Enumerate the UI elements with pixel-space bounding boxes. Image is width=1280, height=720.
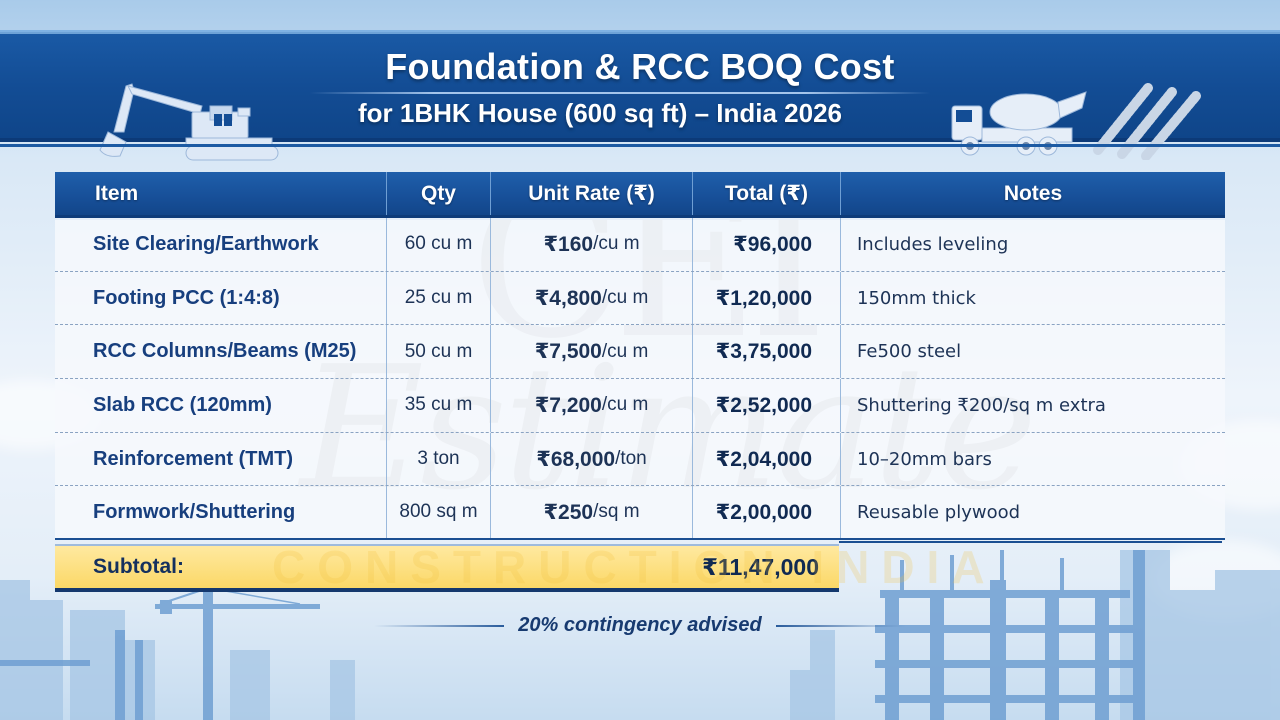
cell-item: Slab RCC (120mm)	[55, 379, 387, 432]
cell-item: Site Clearing/Earthwork	[55, 218, 387, 271]
table-row: Reinforcement (TMT) 3 ton ₹68,000/ton ₹2…	[55, 432, 1225, 487]
contingency-note: 20% contingency advised	[518, 614, 762, 636]
table-row: Footing PCC (1:4:8) 25 cu m ₹4,800/cu m …	[55, 271, 1225, 326]
cell-total: ₹96,000	[693, 218, 841, 271]
cell-qty: 60 cu m	[387, 218, 491, 271]
rate-value: ₹68,000	[536, 447, 616, 471]
column-header-qty: Qty	[387, 172, 491, 215]
cell-notes: Includes leveling	[857, 233, 1009, 255]
cell-qty: 50 cu m	[387, 325, 491, 379]
cell-item: Formwork/Shuttering	[55, 486, 387, 539]
cell-qty: 25 cu m	[387, 271, 491, 325]
boq-table: Item Qty Unit Rate (₹) Total (₹) Notes S…	[55, 172, 1225, 541]
cell-notes: Fe500 steel	[857, 341, 962, 363]
cell-total: ₹2,52,000	[693, 379, 841, 432]
table-row: Slab RCC (120mm) 35 cu m ₹7,200/cu m ₹2,…	[55, 379, 1225, 433]
cell-unit-rate: ₹160/cu m	[491, 218, 693, 271]
cloud-decoration	[1150, 540, 1280, 620]
concrete-mixer-truck-icon	[951, 91, 1087, 156]
table-row: Site Clearing/Earthwork 60 cu m ₹160/cu …	[55, 218, 1225, 272]
rate-value: ₹160	[543, 232, 594, 256]
column-header-notes: Notes	[1003, 181, 1063, 205]
cell-unit-rate: ₹250/sq m	[491, 486, 693, 539]
cell-qty: 800 sq m	[387, 486, 491, 539]
subtotal-row: Subtotal: ₹11,47,000	[55, 544, 839, 592]
cell-notes: 10–20mm bars	[857, 448, 992, 470]
rate-unit: /cu m	[601, 340, 649, 362]
cell-qty: 3 ton	[387, 432, 491, 486]
cell-notes: Shuttering ₹200/sq m extra	[857, 394, 1106, 416]
cell-total: ₹2,04,000	[693, 432, 841, 486]
rate-unit: /ton	[615, 448, 647, 470]
table-bottom-rule	[839, 541, 1222, 543]
table-header-row: Item Qty Unit Rate (₹) Total (₹) Notes	[55, 172, 1225, 218]
cell-notes: Reusable plywood	[857, 501, 1021, 523]
table-row: RCC Columns/Beams (M25) 50 cu m ₹7,500/c…	[55, 325, 1225, 380]
page-title: Foundation & RCC BOQ Cost	[385, 46, 895, 87]
rate-unit: /cu m	[593, 233, 640, 255]
cell-total: ₹2,00,000	[693, 486, 841, 539]
cell-item: Reinforcement (TMT)	[55, 432, 387, 486]
column-header-unit-rate: Unit Rate (₹)	[491, 172, 693, 215]
cell-unit-rate: ₹7,200/cu m	[491, 379, 693, 432]
rate-unit: /cu m	[601, 394, 649, 416]
rate-unit: /cu m	[601, 287, 649, 309]
cell-notes: 150mm thick	[857, 287, 976, 309]
rebar-icon	[1093, 83, 1201, 160]
cell-unit-rate: ₹4,800/cu m	[491, 271, 693, 325]
footer-note: 20% contingency advised	[0, 614, 1280, 637]
cell-unit-rate: ₹68,000/ton	[491, 432, 693, 486]
cell-total: ₹3,75,000	[693, 325, 841, 379]
header-banner: Foundation & RCC BOQ Cost for 1BHK House…	[0, 30, 1280, 161]
rate-value: ₹250	[543, 500, 594, 524]
footer-divider-right	[775, 624, 906, 627]
page-subtitle: for 1BHK House (600 sq ft) – India 2026	[357, 98, 843, 128]
title-divider	[310, 92, 930, 94]
footer-divider-left	[374, 624, 505, 627]
cell-qty: 35 cu m	[387, 379, 491, 432]
cell-item: Footing PCC (1:4:8)	[55, 271, 387, 325]
cell-unit-rate: ₹7,500/cu m	[491, 325, 693, 379]
subtotal-value: ₹11,47,000	[701, 553, 819, 580]
cell-total: ₹1,20,000	[693, 271, 841, 325]
rate-unit: /sq m	[593, 501, 640, 523]
subtotal-label: Subtotal:	[93, 555, 184, 578]
table-body: Site Clearing/Earthwork 60 cu m ₹160/cu …	[55, 218, 1225, 541]
cell-item: RCC Columns/Beams (M25)	[55, 325, 387, 379]
table-row: Formwork/Shuttering 800 sq m ₹250/sq m ₹…	[55, 486, 1225, 541]
rate-value: ₹7,500	[534, 340, 602, 364]
rate-value: ₹7,200	[534, 393, 602, 417]
column-header-total: Total (₹)	[693, 172, 841, 215]
column-header-item: Item	[55, 172, 387, 215]
rate-value: ₹4,800	[534, 286, 602, 310]
